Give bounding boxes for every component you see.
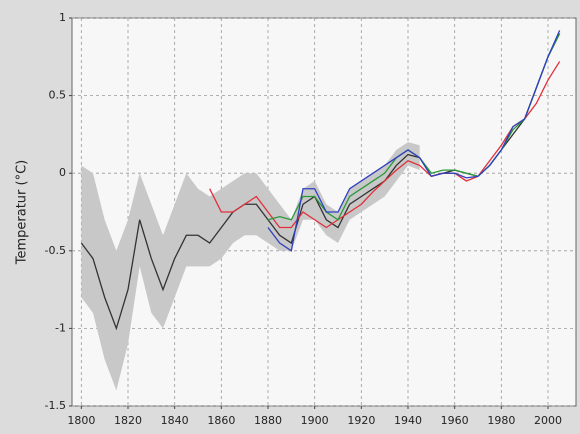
y-tick-label: -1.5 bbox=[45, 399, 66, 412]
y-tick-label: -0.5 bbox=[45, 244, 66, 257]
x-tick-label: 2000 bbox=[534, 414, 562, 427]
y-axis-label: Temperatur (°C) bbox=[15, 160, 30, 266]
x-tick-label: 1880 bbox=[254, 414, 282, 427]
y-tick-label: -1 bbox=[55, 321, 66, 334]
x-tick-label: 1920 bbox=[347, 414, 375, 427]
uncertainty-band bbox=[81, 142, 420, 391]
series-line bbox=[267, 30, 561, 252]
x-tick-label: 1840 bbox=[161, 414, 189, 427]
y-tick-label: 1 bbox=[59, 11, 66, 24]
y-tick-label: 0.5 bbox=[49, 89, 67, 102]
series-line bbox=[209, 61, 561, 229]
x-tick-label: 1860 bbox=[207, 414, 235, 427]
x-tick-label: 1820 bbox=[114, 414, 142, 427]
x-tick-label: 1900 bbox=[301, 414, 329, 427]
x-tick-label: 1980 bbox=[487, 414, 515, 427]
x-tick-label: 1960 bbox=[441, 414, 469, 427]
x-tick-label: 1800 bbox=[67, 414, 95, 427]
x-tick-label: 1940 bbox=[394, 414, 422, 427]
y-tick-label: 0 bbox=[59, 166, 66, 179]
